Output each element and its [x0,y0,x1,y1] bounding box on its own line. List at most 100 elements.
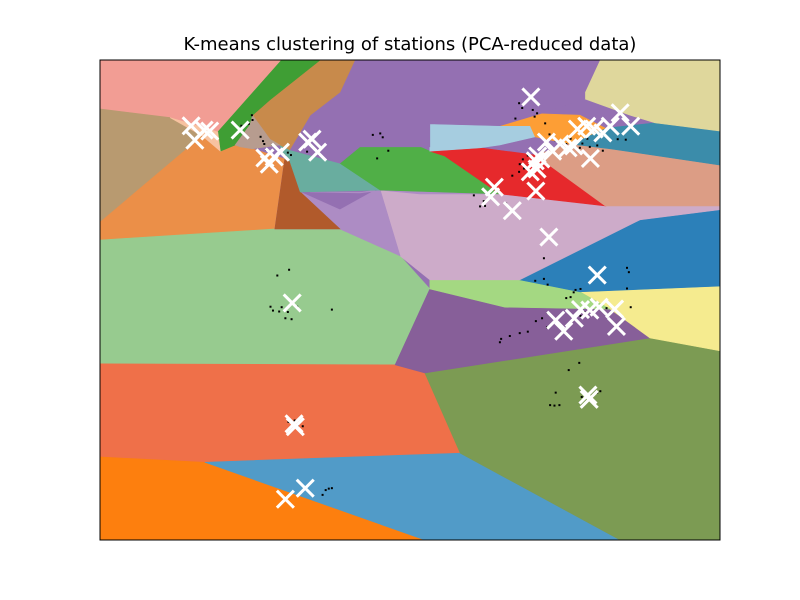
data-point [240,124,243,127]
centroid-marker [521,87,541,107]
data-point [579,287,582,290]
data-point [624,138,627,141]
data-point [531,108,534,111]
centroid-markers [181,87,641,509]
centroid-marker [587,265,607,285]
data-point [523,167,526,170]
data-point [567,369,570,372]
data-point [371,133,374,136]
data-point [278,310,281,313]
data-point [498,341,501,344]
data-point [381,136,384,139]
data-point [541,317,544,320]
data-point [293,419,296,422]
data-point [521,107,524,109]
centroid-marker [275,489,295,509]
data-point [572,291,575,294]
data-point [534,320,537,323]
centroid-marker [564,136,584,156]
data-point [546,283,549,286]
data-point [247,122,250,125]
centroid-marker [270,142,290,162]
data-point [565,297,568,300]
data-point [553,404,556,407]
data-point [263,143,266,145]
centroid-marker [230,120,250,140]
data-point [526,154,529,157]
data-point [306,150,309,153]
cluster-region-27 [234,114,281,150]
data-point [626,266,628,269]
data-point [262,140,265,143]
data-point [627,271,630,274]
data-point [286,311,289,313]
data-point [596,144,599,147]
voronoi-regions [100,60,720,540]
data-point [599,390,602,393]
data-point [626,287,628,290]
data-point [250,114,253,117]
cluster-region-4 [100,228,431,366]
data-point [542,257,545,260]
centroid-marker [554,321,574,341]
data-point [479,205,482,208]
centroid-marker [539,227,559,247]
centroid-marker [600,116,620,136]
data-point [518,102,521,105]
centroid-marker [610,103,630,123]
data-point [514,117,517,120]
axes-frame [99,59,721,541]
centroid-marker [302,129,322,149]
centroid-marker [484,177,504,197]
data-point [605,307,608,310]
data-point [580,395,583,398]
centroid-marker [181,116,201,136]
data-point [280,306,283,309]
centroid-marker [194,120,214,140]
data-point [578,361,581,364]
centroid-marker [578,385,598,405]
centroid-marker [295,478,315,498]
data-point [518,163,521,166]
data-point [251,119,254,121]
centroid-marker [570,300,591,320]
data-point [558,404,561,407]
data-point [259,135,262,138]
data-point [327,487,330,490]
data-point [330,487,333,490]
data-point [286,151,289,154]
centroid-marker [502,201,522,221]
data-point [534,279,537,282]
data-point [526,330,529,333]
data-point [379,132,382,135]
data-point [288,268,291,271]
cluster-region-6 [100,456,425,540]
centroid-marker [580,148,600,168]
centroid-marker [605,299,625,319]
data-point [569,296,572,299]
data-point [508,335,511,337]
data-point [387,149,390,152]
data-point [289,154,292,157]
data-point [616,138,619,141]
centroid-marker [200,121,220,141]
centroid-marker [546,310,566,330]
data-point [536,112,539,115]
data-point [521,158,524,161]
data-point [544,122,547,125]
cluster-region-5 [100,363,461,463]
data-point [284,317,287,320]
data-point [324,489,327,492]
data-point [588,145,591,148]
centroid-marker [526,181,546,201]
data-point [472,194,475,197]
data-point [321,493,324,496]
data-point [581,142,584,145]
data-point [533,115,536,118]
centroid-marker [558,138,578,158]
centroid-marker [606,316,627,336]
data-point [629,306,632,309]
data-point [579,314,582,317]
data-point [290,318,293,321]
cluster-region-7 [204,452,621,540]
